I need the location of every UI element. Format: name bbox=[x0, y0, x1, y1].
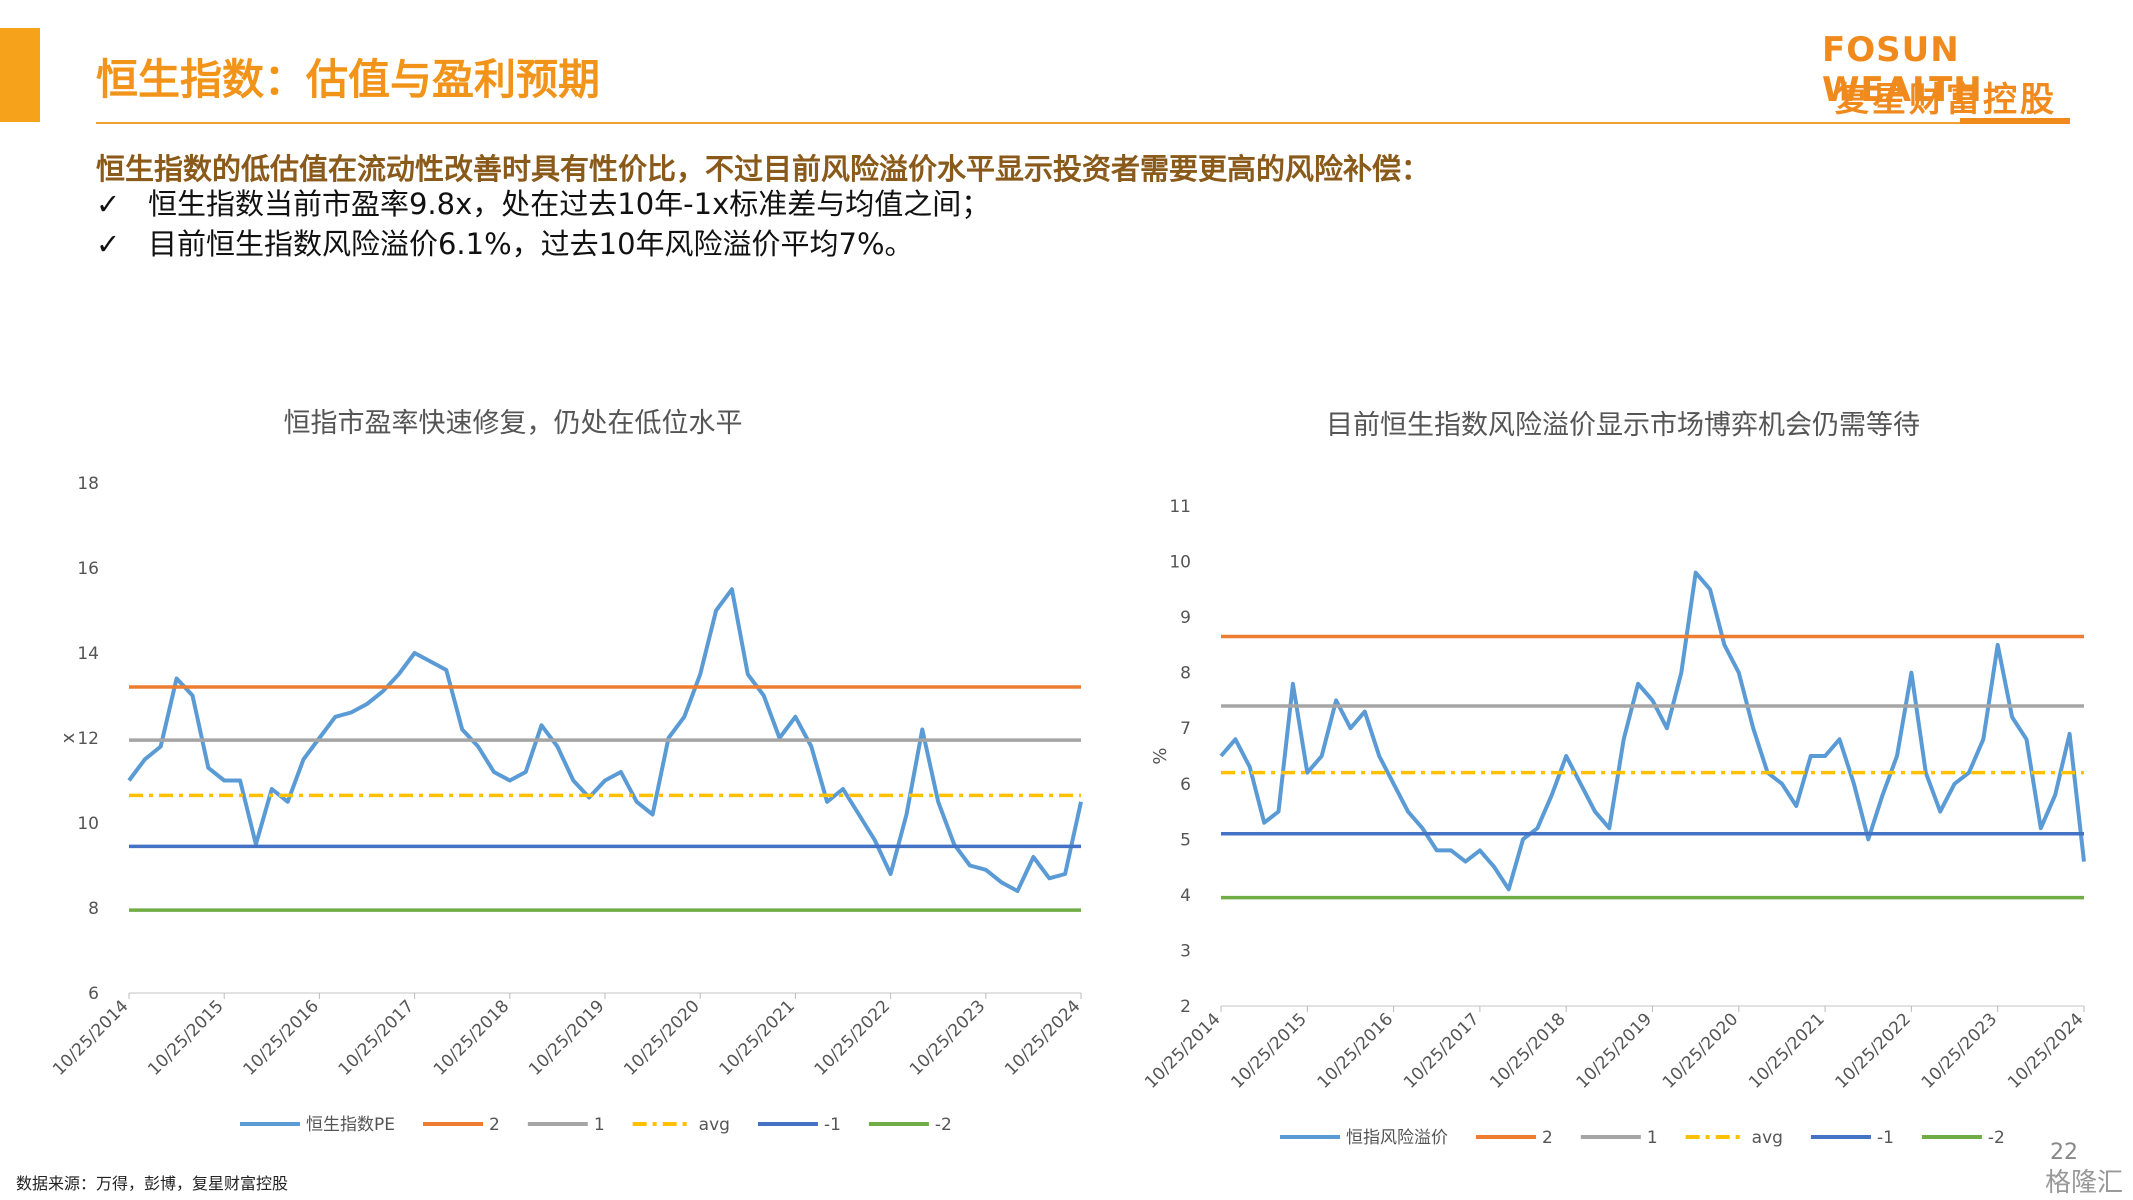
legend-label: -2 bbox=[1988, 1128, 2005, 1148]
legend-label: avg bbox=[1752, 1128, 1783, 1148]
x-tick-label: 10/25/2016 bbox=[240, 996, 323, 1079]
bullet: ✓ 恒生指数当前市盈率9.8x，处在过去10年-1x标准差与均值之间； bbox=[96, 187, 991, 221]
x-tick-label: 10/25/2024 bbox=[2004, 1009, 2087, 1092]
y-tick-label: 11 bbox=[1169, 497, 1191, 517]
header-rule bbox=[96, 122, 2066, 124]
x-tick-label: 10/25/2014 bbox=[49, 996, 132, 1079]
y-axis-label: x bbox=[58, 732, 79, 743]
x-tick-label: 10/25/2014 bbox=[1141, 1009, 1224, 1092]
x-tick-label: 10/25/2018 bbox=[430, 996, 513, 1079]
y-tick-label: 5 bbox=[1180, 830, 1191, 850]
x-tick-label: 10/25/2023 bbox=[1918, 1009, 2001, 1092]
y-tick-label: 3 bbox=[1180, 941, 1191, 961]
accent-bar bbox=[0, 28, 40, 122]
y-tick-label: 10 bbox=[77, 814, 99, 834]
x-tick-label: 10/25/2019 bbox=[1573, 1009, 1656, 1092]
y-tick-label: 9 bbox=[1180, 608, 1191, 628]
x-tick-label: 10/25/2020 bbox=[620, 996, 703, 1079]
x-tick-label: 10/25/2022 bbox=[1832, 1009, 1915, 1092]
y-tick-label: 7 bbox=[1180, 719, 1191, 739]
x-tick-label: 10/25/2022 bbox=[811, 996, 894, 1079]
x-tick-label: 10/25/2021 bbox=[716, 996, 799, 1079]
x-tick-label: 10/25/2015 bbox=[144, 996, 227, 1079]
legend-label: -2 bbox=[935, 1115, 952, 1135]
logo-cn: 复星财富控股 bbox=[1835, 80, 2057, 120]
y-tick-label: 8 bbox=[88, 899, 99, 919]
y-tick-label: 16 bbox=[77, 559, 99, 579]
legend-label: 恒指风险溢价 bbox=[1346, 1128, 1448, 1148]
bullet: ✓ 目前恒生指数风险溢价6.1%，过去10年风险溢价平均7%。 bbox=[96, 227, 914, 261]
legend-label: 2 bbox=[1542, 1128, 1553, 1148]
source-note: 数据来源：万得，彭博，复星财富控股 bbox=[16, 1174, 289, 1193]
x-tick-label: 10/25/2018 bbox=[1486, 1009, 1569, 1092]
y-tick-label: 18 bbox=[77, 474, 99, 494]
page-number: 22 bbox=[2050, 1140, 2078, 1165]
legend-label: 1 bbox=[1647, 1128, 1658, 1148]
summary-list: ✓ 恒生指数当前市盈率9.8x，处在过去10年-1x标准差与均值之间； ✓ 目前… bbox=[96, 184, 990, 264]
x-tick-label: 10/25/2017 bbox=[1400, 1009, 1483, 1092]
y-tick-label: 8 bbox=[1180, 664, 1191, 684]
legend-label: 1 bbox=[594, 1115, 605, 1135]
data-line bbox=[127, 587, 1083, 893]
bullet-text: 目前恒生指数风险溢价6.1%，过去10年风险溢价平均7%。 bbox=[147, 227, 914, 261]
summary-lead: 恒生指数的低估值在流动性改善时具有性价比，不过目前风险溢价水平显示投资者需要更高… bbox=[96, 152, 1431, 186]
y-tick-label: 10 bbox=[1169, 553, 1191, 573]
x-tick-label: 10/25/2024 bbox=[1001, 996, 1084, 1079]
x-tick-label: 10/25/2023 bbox=[906, 996, 989, 1079]
legend-label: 2 bbox=[489, 1115, 500, 1135]
logo-en: FOSUN WEALTH bbox=[1822, 30, 1983, 110]
chart-title: 恒指市盈率快速修复，仍处在低位水平 bbox=[284, 408, 743, 439]
x-tick-label: 10/25/2019 bbox=[525, 996, 608, 1079]
slide-title: 恒生指数：估值与盈利预期 bbox=[96, 55, 601, 104]
y-tick-label: 6 bbox=[1180, 775, 1191, 795]
y-tick-label: 2 bbox=[1180, 997, 1191, 1017]
y-tick-label: 12 bbox=[77, 729, 99, 749]
data-line bbox=[1219, 570, 2086, 892]
x-tick-label: 10/25/2020 bbox=[1659, 1009, 1742, 1092]
x-tick-label: 10/25/2016 bbox=[1314, 1009, 1397, 1092]
x-tick-label: 10/25/2015 bbox=[1227, 1009, 1310, 1092]
chart-title: 目前恒生指数风险溢价显示市场博弈机会仍需等待 bbox=[1326, 410, 1920, 441]
y-tick-label: 4 bbox=[1180, 886, 1191, 906]
x-tick-label: 10/25/2021 bbox=[1745, 1009, 1828, 1092]
logo-underline bbox=[1960, 118, 2070, 124]
y-tick-label: 6 bbox=[88, 984, 99, 1004]
legend-label: avg bbox=[699, 1115, 730, 1135]
watermark: 格隆汇 bbox=[2045, 1168, 2124, 1198]
legend-label: -1 bbox=[1877, 1128, 1894, 1148]
legend-label: 恒生指数PE bbox=[306, 1115, 395, 1135]
y-tick-label: 14 bbox=[77, 644, 99, 664]
x-tick-label: 10/25/2017 bbox=[335, 996, 418, 1079]
y-axis-label: % bbox=[1150, 747, 1171, 764]
legend-label: -1 bbox=[824, 1115, 841, 1135]
bullet-text: 恒生指数当前市盈率9.8x，处在过去10年-1x标准差与均值之间； bbox=[147, 187, 991, 221]
